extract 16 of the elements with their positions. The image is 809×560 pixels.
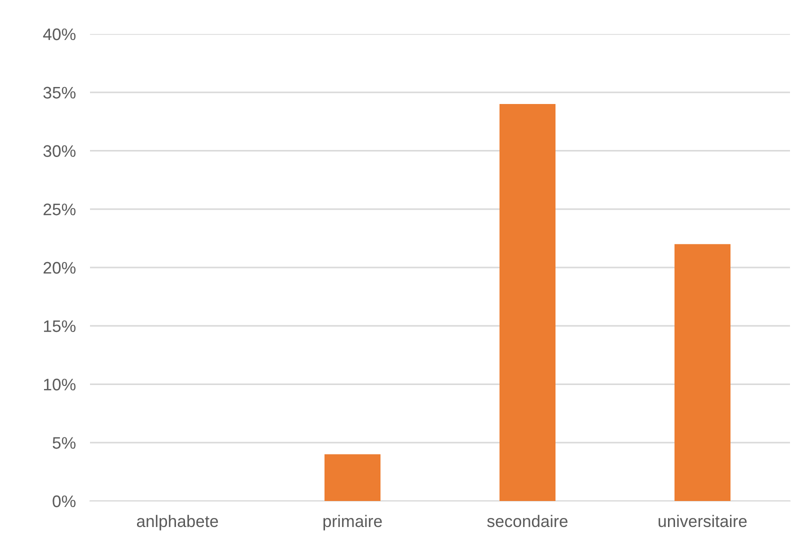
y-tick-label: 20% xyxy=(44,262,76,274)
y-tick-label: 30% xyxy=(43,145,76,157)
bar xyxy=(324,454,380,501)
bar xyxy=(674,244,730,501)
x-tick-label: primaire xyxy=(323,514,382,530)
x-tick-label: anlphabete xyxy=(136,514,218,530)
y-tick-label: 40% xyxy=(43,28,76,40)
y-tick-label: 5% xyxy=(52,437,76,449)
x-tick-label: universitaire xyxy=(658,514,747,528)
bar xyxy=(500,104,556,501)
y-tick-label: 10% xyxy=(44,378,76,390)
y-tick-label: 25% xyxy=(44,204,76,216)
y-tick-label: 35% xyxy=(43,86,76,99)
y-tick-label: 15% xyxy=(44,320,76,332)
y-tick-label: 0% xyxy=(52,495,76,508)
x-tick-label: secondaire xyxy=(487,514,568,528)
